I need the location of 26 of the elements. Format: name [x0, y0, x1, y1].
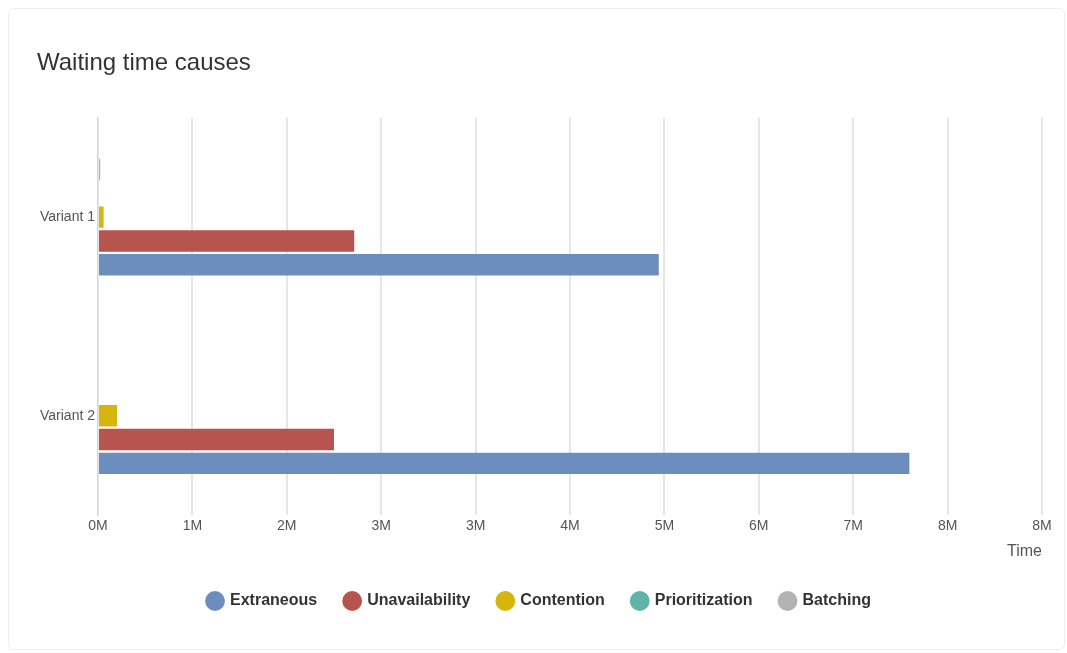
x-axis-title: Time [1007, 541, 1043, 559]
y-tick-label: Variant 1 [40, 207, 96, 224]
bar [99, 404, 118, 427]
x-tick-label: 7M [843, 517, 863, 534]
bar [99, 206, 104, 228]
x-tick-label: 8M [1032, 517, 1052, 534]
x-tick-label: 6M [749, 517, 769, 534]
y-tick-label: Variant 2 [40, 406, 96, 423]
x-tick-label: 0M [88, 517, 108, 534]
x-tick-label: 8M [937, 517, 958, 534]
x-tick-label: 3M [371, 517, 391, 534]
legend-label: Contention [520, 591, 605, 609]
bar [99, 452, 910, 475]
x-tick-label: 2M [277, 517, 297, 534]
x-tick-label: 1M [182, 517, 203, 534]
legend-label: Batching [802, 591, 871, 609]
legend-label: Extraneous [230, 591, 318, 609]
legend-label: Prioritization [654, 591, 753, 609]
bar [99, 428, 334, 451]
chart-title: Waiting time causes [37, 48, 251, 76]
bar [99, 254, 659, 276]
x-tick-label: 5M [654, 517, 675, 534]
legend-label: Unavailability [367, 591, 471, 609]
bar [99, 230, 355, 252]
x-tick-label: 4M [560, 517, 580, 534]
x-tick-label: 3M [465, 517, 486, 534]
